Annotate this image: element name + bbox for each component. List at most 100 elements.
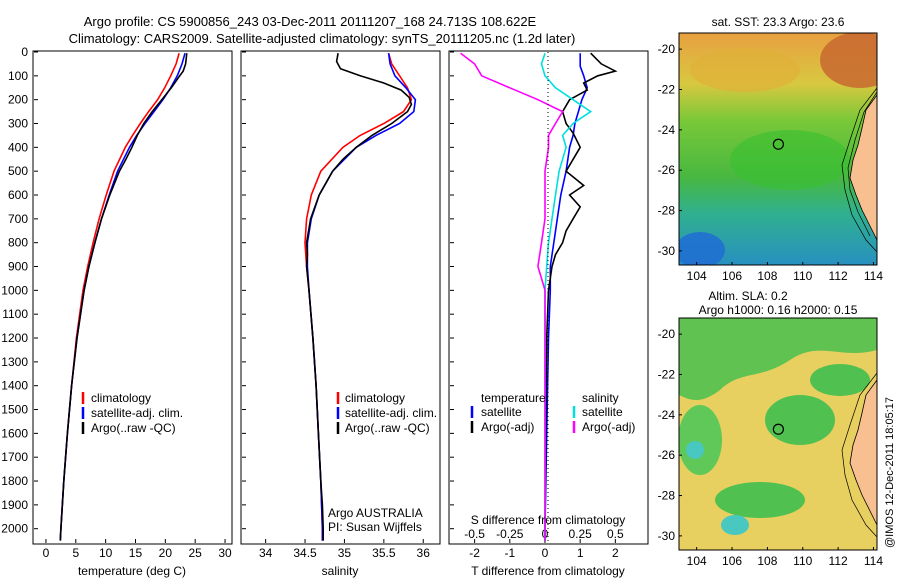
sla-map-title: Altim. SLA: 0.2 [708,289,788,303]
y-tick-label: 1800 [1,474,28,488]
x-tick-label: 2 [612,546,619,560]
sst-warm-patch [690,48,800,92]
s-tick-label: 0.5 [607,527,624,541]
map-y-tick-label: -22 [658,82,676,96]
x-tick-label: 10 [99,546,113,560]
map-x-tick-label: 110 [793,554,812,568]
y-tick-label: 0 [21,45,28,59]
y-tick-label: 1100 [2,307,28,321]
sla-map-frame [678,317,878,551]
sla-argo-location-marker [772,423,784,435]
x-tick-label: 20 [159,546,173,560]
x-tick-label: 15 [129,546,143,560]
legend-label-climatology: climatology [345,391,405,405]
legend-label-sal-satellite: satellite [582,405,623,419]
x-tick-label: 1 [577,546,584,560]
sst-map [679,33,877,265]
sla-map-axes: 104 106 108 110 112 114 -20 -22 -24 -26 -28 -30 [658,327,884,568]
s-tick-label: -0.5 [464,527,485,541]
salinity-panel-frame [240,50,441,545]
salinity-legend: climatology satellite-adj. clim. Argo(..… [336,391,437,435]
y-tick-label: 400 [8,140,28,154]
y-tick-label: 200 [8,93,28,107]
series-line [59,52,180,541]
x-tick-label: 36 [417,546,431,560]
tick-layer: 0 5 10 15 20 25 300100200300400500600700800900… [1,45,624,560]
y-tick-label: 1000 [1,283,28,297]
legend-label-climatology: climatology [91,391,151,405]
y-tick-label: 1200 [1,331,28,345]
legend-title-temperature: temperature [481,391,546,405]
y-tick-label: 500 [8,164,28,178]
x-tick-label: -1 [504,546,515,560]
legend-label-argo: Argo(..raw -QC) [91,421,176,435]
sla-green-patch [715,482,805,518]
s-tick-label: 0.25 [568,527,592,541]
sla-map-subtitle: Argo h1000: 0.16 h2000: 0.15 [699,303,858,317]
series-line [306,53,417,541]
x-tick-label: 30 [218,546,232,560]
sst-cool-patch [679,232,725,265]
pi-text: PI: Susan Wijffels [328,520,422,534]
header-line1: Argo profile: CS 5900856_243 03-Dec-2011… [84,14,537,29]
sst-argo-location-marker [772,138,784,150]
series-layer [59,52,618,541]
map-y-tick-label: -28 [658,489,676,503]
x-tick-label: 0 [542,546,549,560]
x-tick-label: 34.5 [293,546,317,560]
x-tick-label: 35 [338,546,352,560]
sla-green-patch [810,364,870,396]
y-tick-label: 600 [8,188,28,202]
map-x-tick-label: 106 [722,554,742,568]
y-tick-label: 1700 [1,450,28,464]
map-x-tick-label: 114 [864,269,883,283]
map-y-tick-label: -26 [658,163,676,177]
y-tick-label: 1600 [1,426,28,440]
map-x-tick-label: 110 [793,269,812,283]
s-tick-label: -0.25 [496,527,524,541]
sst-map-axes: 104 106 108 110 112 114 -20 -22 -24 -26 -28 -30 [658,42,884,283]
sst-coastline [849,94,877,241]
series-line [544,52,618,541]
map-x-tick-label: 104 [687,269,707,283]
map-y-tick-label: -24 [658,408,676,422]
temperature-panel-frame [32,50,233,545]
salinity-axis-label: salinity [322,564,359,578]
difference-legend: temperature satellite Argo(-adj) salinit… [470,391,635,434]
legend-label-satellite: satellite-adj. clim. [345,406,437,420]
x-tick-label: -2 [469,546,480,560]
map-y-tick-label: -28 [658,204,676,218]
sla-coastline [849,379,877,526]
map-x-tick-label: 114 [864,554,883,568]
y-tick-label: 2000 [1,522,28,536]
sla-green-band [679,318,877,400]
map-y-tick-label: -22 [658,367,676,381]
map-y-tick-label: -30 [658,529,676,543]
map-x-tick-label: 104 [687,554,707,568]
map-y-tick-label: -24 [658,123,676,137]
y-tick-label: 1900 [1,498,28,512]
series-line [59,53,188,541]
y-tick-label: 1400 [1,379,28,393]
x-tick-label: 0 [43,546,50,560]
y-tick-label: 100 [8,69,28,83]
timestamp-text: @IMOS 12-Dec-2011 18:05:17 [884,397,896,548]
y-tick-label: 300 [8,117,28,131]
x-tick-label: 35.5 [372,546,396,560]
legend-label-satellite: satellite-adj. clim. [91,406,183,420]
temperature-legend: climatology satellite-adj. clim. Argo(..… [81,391,183,435]
y-tick-label: 700 [8,212,28,226]
credit-text: Argo AUSTRALIA [328,506,423,520]
sst-warm-patch [820,33,877,88]
legend-label-temp-satellite: satellite [481,405,522,419]
y-tick-label: 1500 [1,403,28,417]
s-difference-axis-label: S difference from climatology [471,513,626,527]
legend-label-sal-argo: Argo(-adj) [582,420,635,434]
sst-bathymetry-contour [847,91,877,237]
t-difference-axis-label: T difference from climatology [471,564,625,578]
legend-label-temp-argo: Argo(-adj) [481,420,534,434]
map-x-tick-label: 112 [829,269,848,283]
map-x-tick-label: 106 [722,269,742,283]
sla-green-patch [765,395,835,445]
